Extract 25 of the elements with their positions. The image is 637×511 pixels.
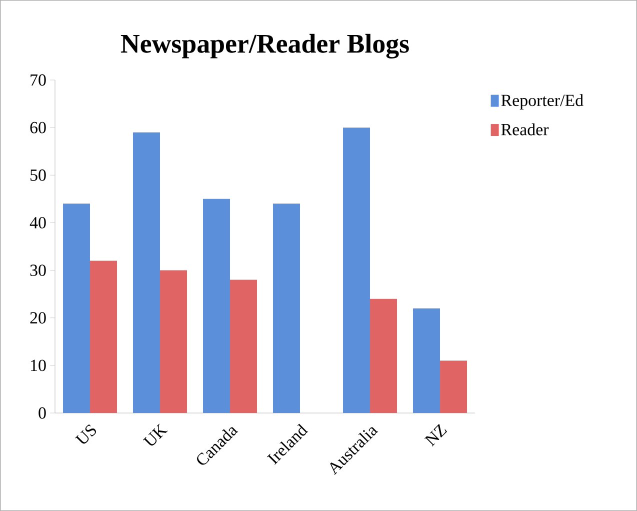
x-tick-label: US (75, 424, 96, 444)
chart-title: Newspaper/Reader Blogs (120, 34, 409, 58)
y-tick-label: 40 (30, 216, 46, 228)
legend-label: Reporter/Ed (501, 94, 584, 110)
bar (343, 128, 370, 413)
bar (370, 298, 398, 413)
y-tick-label: 20 (30, 312, 46, 324)
bar (413, 308, 440, 413)
bar (440, 360, 468, 413)
bar (230, 280, 257, 413)
y-tick-label: 50 (30, 169, 46, 181)
y-tick-label: 0 (38, 407, 46, 419)
bar (133, 132, 160, 413)
legend-label: Reader (501, 123, 549, 136)
y-tick-label: 70 (30, 74, 46, 86)
bar (160, 270, 187, 413)
x-tick-label: UK (142, 424, 168, 446)
bar (273, 204, 300, 413)
x-tick-label: NZ (424, 424, 448, 446)
y-tick-label: 30 (30, 264, 46, 276)
y-tick-label: 10 (31, 360, 46, 372)
bar (63, 204, 90, 413)
bar (90, 260, 117, 413)
y-tick-label: 60 (30, 122, 46, 134)
bar (203, 198, 230, 413)
